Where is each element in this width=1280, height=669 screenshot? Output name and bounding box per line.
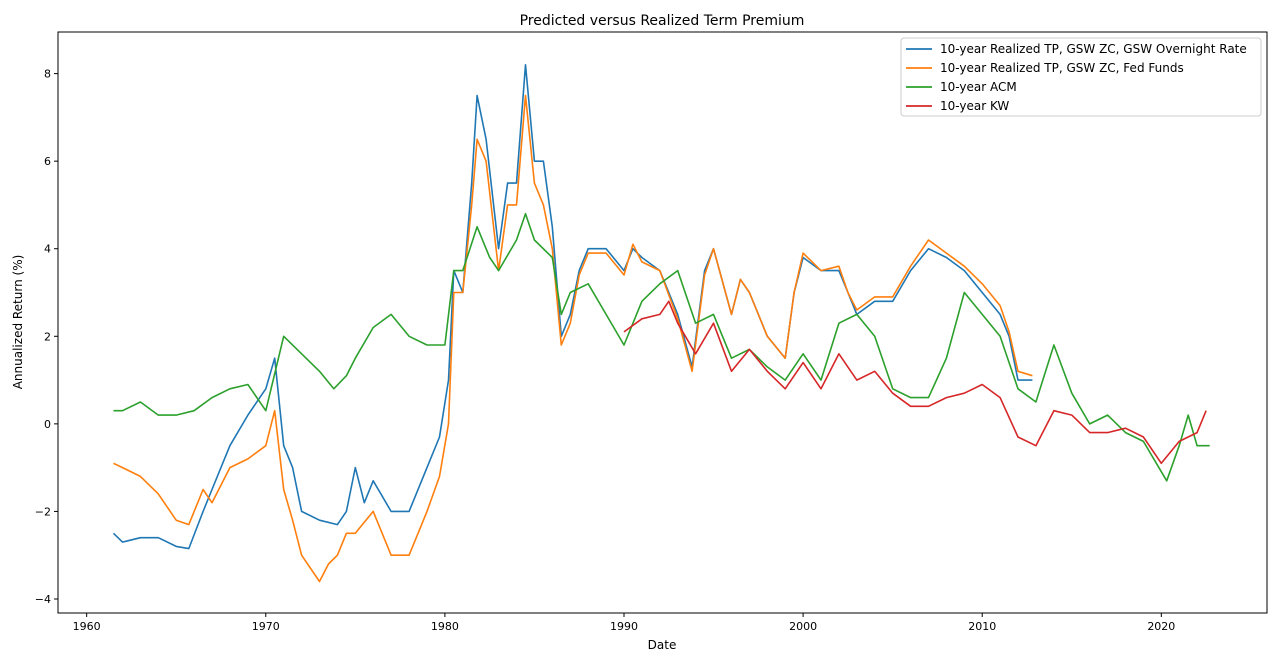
legend-entry: 10-year ACM [940,80,1017,94]
x-axis-label: Date [648,638,677,652]
legend: 10-year Realized TP, GSW ZC, GSW Overnig… [900,37,1262,117]
plot-area [112,64,1210,583]
legend-entry: 10-year KW [940,99,1009,113]
y-tick-label: 8 [44,68,51,81]
legend-entry: 10-year Realized TP, GSW ZC, Fed Funds [940,61,1184,75]
legend-box [900,37,1262,117]
y-tick-label: −4 [35,593,51,606]
y-tick-label: 6 [44,155,51,168]
x-axis: 1960 1970 1980 1990 2000 2010 2020 [73,613,1175,633]
series-line-2 [113,212,1210,482]
chart-title: Predicted versus Realized Term Premium [520,13,805,29]
series-line-1 [113,94,1033,583]
x-tick-label: 2000 [789,620,817,633]
legend-entry: 10-year Realized TP, GSW ZC, GSW Overnig… [940,42,1247,56]
x-tick-label: 2010 [968,620,996,633]
x-tick-label: 1980 [431,620,459,633]
series-line-3 [623,300,1207,465]
y-tick-label: 2 [44,330,51,343]
x-tick-label: 1970 [252,620,280,633]
y-tick-label: −2 [35,505,51,518]
axes-frame [57,31,1268,614]
x-tick-label: 1990 [610,620,638,633]
y-tick-label: 0 [44,418,51,431]
y-axis: −4 −2 0 2 4 6 8 [35,68,58,606]
y-axis-label: Annualized Return (%) [11,255,25,390]
x-tick-label: 2020 [1147,620,1175,633]
y-tick-label: 4 [44,243,51,256]
x-tick-label: 1960 [73,620,101,633]
